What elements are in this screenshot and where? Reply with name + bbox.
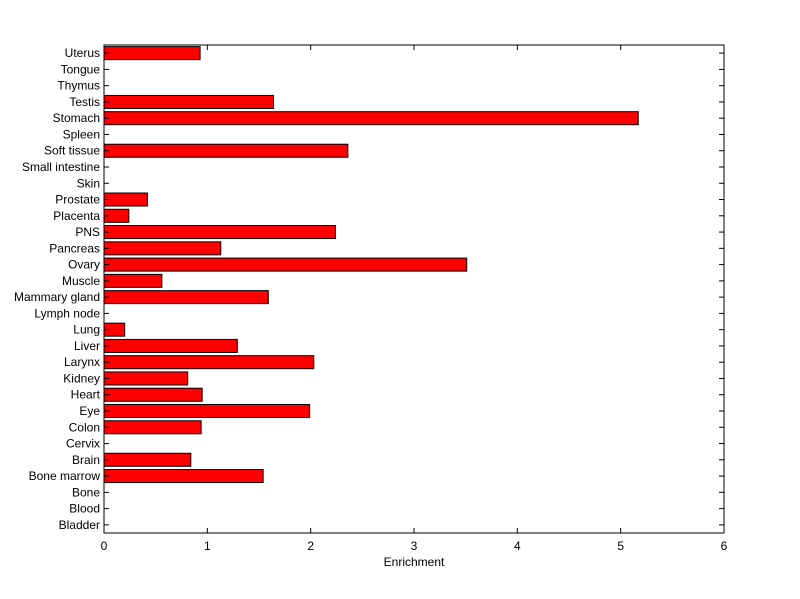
- bar-eye: [103, 403, 311, 418]
- x-tick-label: 2: [307, 539, 314, 553]
- y-tick-label: Muscle: [62, 274, 100, 288]
- bar-larynx: [103, 355, 315, 370]
- y-tick-label: Tongue: [61, 62, 101, 76]
- y-tick-label: Heart: [71, 388, 101, 402]
- bar-stomach: [103, 111, 639, 126]
- y-tick-label: PNS: [75, 225, 100, 239]
- bar-heart: [103, 387, 203, 402]
- x-tick-label: 1: [204, 539, 211, 553]
- x-tick-label: 3: [411, 539, 418, 553]
- y-tick-label: Larynx: [64, 355, 100, 369]
- x-tick-label: 0: [101, 539, 108, 553]
- y-tick-label: Kidney: [63, 371, 100, 385]
- y-tick-label: Colon: [69, 420, 100, 434]
- y-tick-label: Cervix: [66, 437, 100, 451]
- plot-area-frame: [103, 44, 725, 534]
- bar-liver: [103, 338, 238, 353]
- y-tick-label: Brain: [72, 453, 100, 467]
- y-tick-label: Uterus: [65, 46, 100, 60]
- bar-brain: [103, 452, 192, 467]
- y-tick-label: Bone: [72, 485, 100, 499]
- y-tick-label: Blood: [69, 502, 100, 516]
- y-tick-label: Thymus: [57, 79, 100, 93]
- bar-testis: [103, 94, 274, 109]
- y-tick-label: Soft tissue: [44, 144, 100, 158]
- ticks-group: [103, 45, 725, 533]
- x-tick-label: 6: [721, 539, 728, 553]
- bar-colon: [103, 420, 202, 435]
- y-tick-label: Spleen: [63, 127, 100, 141]
- x-tick-label: 4: [514, 539, 521, 553]
- bar-pancreas: [103, 241, 222, 256]
- bar-prostate: [103, 192, 148, 207]
- bar-kidney: [103, 371, 189, 386]
- bar-soft-tissue: [103, 143, 349, 158]
- y-tick-labels: Bladder Blood Bone Bone marrow Brain Cervix Co…: [14, 46, 101, 532]
- y-tick-label: Liver: [74, 339, 100, 353]
- bar-muscle: [103, 273, 163, 288]
- bar-mammary-gland: [103, 290, 269, 305]
- bar-bone-marrow: [103, 469, 264, 484]
- bar-ovary: [103, 257, 468, 272]
- y-tick-label: Prostate: [55, 193, 100, 207]
- x-tick-label: 5: [617, 539, 624, 553]
- y-tick-label: Skin: [77, 176, 100, 190]
- y-tick-label: Lymph node: [34, 306, 100, 320]
- y-tick-label: Eye: [79, 404, 100, 418]
- y-tick-label: Mammary gland: [14, 290, 100, 304]
- y-tick-label: Pancreas: [49, 241, 100, 255]
- y-tick-label: Placenta: [53, 209, 100, 223]
- y-tick-label: Stomach: [53, 111, 100, 125]
- y-tick-label: Lung: [73, 323, 100, 337]
- y-tick-label: Small intestine: [22, 160, 100, 174]
- y-tick-label: Ovary: [68, 258, 100, 272]
- y-tick-label: Testis: [69, 95, 100, 109]
- bar-pns: [103, 225, 336, 240]
- y-tick-label: Bladder: [59, 518, 100, 532]
- y-tick-label: Bone marrow: [29, 469, 101, 483]
- x-axis-title: Enrichment: [384, 555, 445, 569]
- bars-group: [103, 46, 639, 484]
- bar-uterus: [103, 46, 201, 61]
- x-tick-labels: 0 1 2 3 4 5 6: [101, 539, 728, 553]
